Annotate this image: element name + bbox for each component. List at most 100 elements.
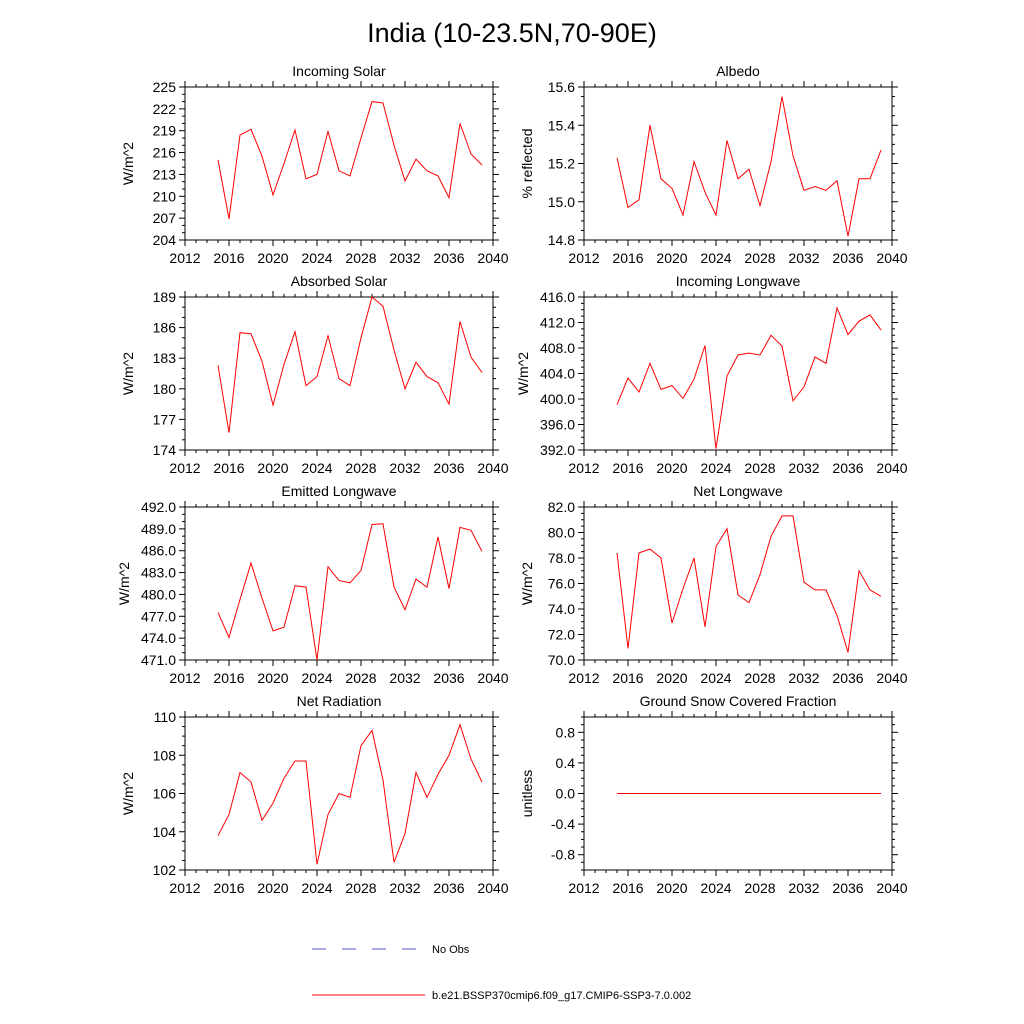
x-tick-label: 2016 — [612, 880, 643, 896]
x-tick-label: 2024 — [700, 880, 731, 896]
panel-1: Incoming Solar 2012 2016 2020 2024 2028 2032 20… — [120, 63, 509, 266]
y-tick-label: 80.0 — [548, 525, 575, 541]
plot-frame — [583, 86, 893, 241]
plot-frame — [583, 506, 893, 661]
y-tick-label: 396.0 — [540, 417, 575, 433]
y-tick-label: 180 — [153, 381, 177, 397]
x-tick-label: 2020 — [656, 250, 687, 266]
x-tick-label: 2028 — [744, 670, 775, 686]
x-tick-label: 2012 — [169, 670, 200, 686]
x-tick-label: 2012 — [568, 250, 599, 266]
series-line — [616, 515, 882, 653]
y-tick-label: 174 — [153, 442, 177, 458]
series-line — [217, 523, 483, 661]
y-axis-label: W/m^2 — [116, 562, 132, 605]
panel-6: Net Longwave 2012 2016 2020 2024 2028 2032 2036… — [519, 483, 908, 686]
y-tick-label: 416.0 — [540, 289, 575, 305]
x-tick-label: 2016 — [213, 460, 244, 476]
y-axis-label: unitless — [519, 770, 535, 817]
panel-3: Absorbed Solar 2012 2016 2020 2024 2028 2032 20… — [120, 273, 509, 476]
plot-frame — [583, 296, 893, 451]
panel-title: Net Radiation — [297, 693, 382, 709]
x-tick-label: 2028 — [345, 250, 376, 266]
x-tick-label: 2028 — [744, 460, 775, 476]
y-tick-label: 78.0 — [548, 550, 575, 566]
x-tick-label: 2016 — [612, 460, 643, 476]
x-tick-label: 2032 — [389, 670, 420, 686]
y-tick-label: 0.0 — [556, 786, 576, 802]
y-tick-label: 225 — [153, 79, 177, 95]
x-tick-label: 2036 — [433, 250, 464, 266]
legend-model-label: b.e21.BSSP370cmip6.f09_g17.CMIP6-SSP3-7.… — [432, 990, 691, 1002]
legend-obs-label: No Obs — [432, 944, 470, 956]
x-tick-label: 2040 — [477, 670, 508, 686]
x-tick-label: 2012 — [568, 460, 599, 476]
y-tick-label: 186 — [153, 320, 177, 336]
y-tick-label: 177 — [153, 411, 177, 427]
legend: No Obs b.e21.BSSP370cmip6.f09_g17.CMIP6-… — [312, 944, 691, 1002]
x-tick-label: 2020 — [257, 880, 288, 896]
x-tick-label: 2036 — [433, 460, 464, 476]
panel-title: Incoming Longwave — [676, 273, 801, 289]
series-line — [217, 723, 483, 865]
x-tick-label: 2032 — [788, 670, 819, 686]
x-tick-label: 2024 — [301, 250, 332, 266]
y-tick-label: 210 — [153, 188, 177, 204]
series-line — [616, 306, 882, 449]
y-tick-label: 400.0 — [540, 391, 575, 407]
x-tick-label: 2028 — [744, 880, 775, 896]
y-tick-label: 222 — [153, 101, 177, 117]
x-tick-label: 2024 — [700, 670, 731, 686]
y-axis-label: W/m^2 — [519, 562, 535, 605]
x-tick-label: 2016 — [213, 250, 244, 266]
panel-title: Incoming Solar — [292, 63, 386, 79]
x-tick-label: 2024 — [301, 460, 332, 476]
x-tick-label: 2012 — [568, 880, 599, 896]
y-axis-label: % reflected — [519, 128, 535, 198]
x-tick-label: 2024 — [301, 880, 332, 896]
x-tick-label: 2020 — [257, 250, 288, 266]
x-tick-label: 2016 — [612, 670, 643, 686]
x-tick-label: 2032 — [389, 880, 420, 896]
y-tick-label: 15.0 — [548, 194, 575, 210]
y-tick-label: 483.0 — [141, 565, 176, 581]
x-tick-label: 2012 — [568, 670, 599, 686]
x-tick-label: 2032 — [788, 880, 819, 896]
y-tick-label: 110 — [154, 709, 177, 725]
y-tick-label: 486.0 — [141, 543, 176, 559]
y-tick-label: 70.0 — [548, 652, 575, 668]
y-tick-label: 108 — [153, 747, 177, 763]
y-tick-label: 408.0 — [540, 340, 575, 356]
plot-frame — [184, 506, 494, 661]
y-axis-label: W/m^2 — [515, 352, 531, 395]
y-tick-label: 15.2 — [548, 156, 575, 172]
series-line — [616, 96, 882, 237]
y-tick-label: 219 — [153, 123, 177, 139]
y-axis-label: W/m^2 — [120, 142, 136, 185]
y-tick-label: 183 — [153, 350, 177, 366]
x-tick-label: 2040 — [876, 250, 907, 266]
x-tick-label: 2028 — [345, 880, 376, 896]
y-tick-label: 489.0 — [141, 521, 176, 537]
x-tick-label: 2016 — [612, 250, 643, 266]
x-tick-label: 2040 — [876, 670, 907, 686]
x-tick-label: 2012 — [169, 460, 200, 476]
y-tick-label: -0.8 — [551, 847, 575, 863]
y-tick-label: 477.0 — [141, 608, 176, 624]
x-tick-label: 2028 — [345, 460, 376, 476]
x-tick-label: 2036 — [433, 670, 464, 686]
panels: Incoming Solar 2012 2016 2020 2024 2028 2032 20… — [116, 63, 908, 896]
plot-frame — [184, 296, 494, 451]
y-axis-label: W/m^2 — [120, 352, 136, 395]
x-tick-label: 2012 — [169, 250, 200, 266]
x-tick-label: 2020 — [656, 880, 687, 896]
x-tick-label: 2020 — [656, 460, 687, 476]
panel-title: Albedo — [716, 63, 760, 79]
y-tick-label: 14.8 — [548, 232, 575, 248]
x-tick-label: 2036 — [832, 880, 863, 896]
series-line — [217, 101, 483, 219]
y-tick-label: 0.8 — [556, 724, 576, 740]
panel-8: Ground Snow Covered Fraction 2012 2016 2020… — [519, 693, 908, 896]
x-tick-label: 2020 — [257, 460, 288, 476]
x-tick-label: 2040 — [876, 880, 907, 896]
